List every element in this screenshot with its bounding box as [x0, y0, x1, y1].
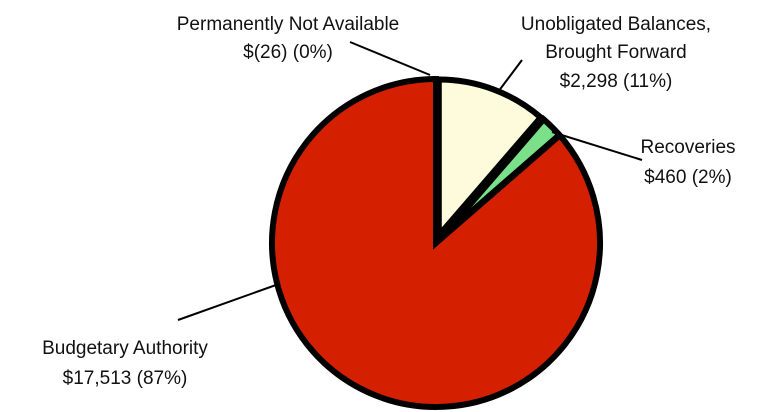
leader-lines: [177, 41, 643, 321]
value-unobligated-balances: $2,298 (11%): [560, 71, 673, 92]
leader-recoveries: [551, 131, 643, 161]
leader-unobligated-balances: [497, 59, 523, 93]
label-unobligated-balances-line1: Unobligated Balances,: [521, 14, 711, 35]
label-recoveries: Recoveries: [640, 137, 735, 158]
value-budgetary-authority: $17,513 (87%): [63, 368, 188, 389]
pie-slice-unobligated-balances-brought-forward: [435, 76, 545, 244]
label-permanently-not-available: Permanently Not Available: [177, 14, 400, 35]
value-permanently-not-available: $(26) (0%): [243, 42, 333, 63]
pie-slices: [269, 75, 604, 410]
label-budgetary-authority: Budgetary Authority: [42, 338, 208, 359]
value-recoveries: $460 (2%): [644, 167, 732, 188]
leader-permanently-not-available: [349, 41, 431, 76]
pie-slice-budgetary-authority: [269, 75, 604, 410]
label-unobligated-balances-line2: Brought Forward: [545, 42, 687, 63]
leader-budgetary-authority: [177, 284, 277, 321]
